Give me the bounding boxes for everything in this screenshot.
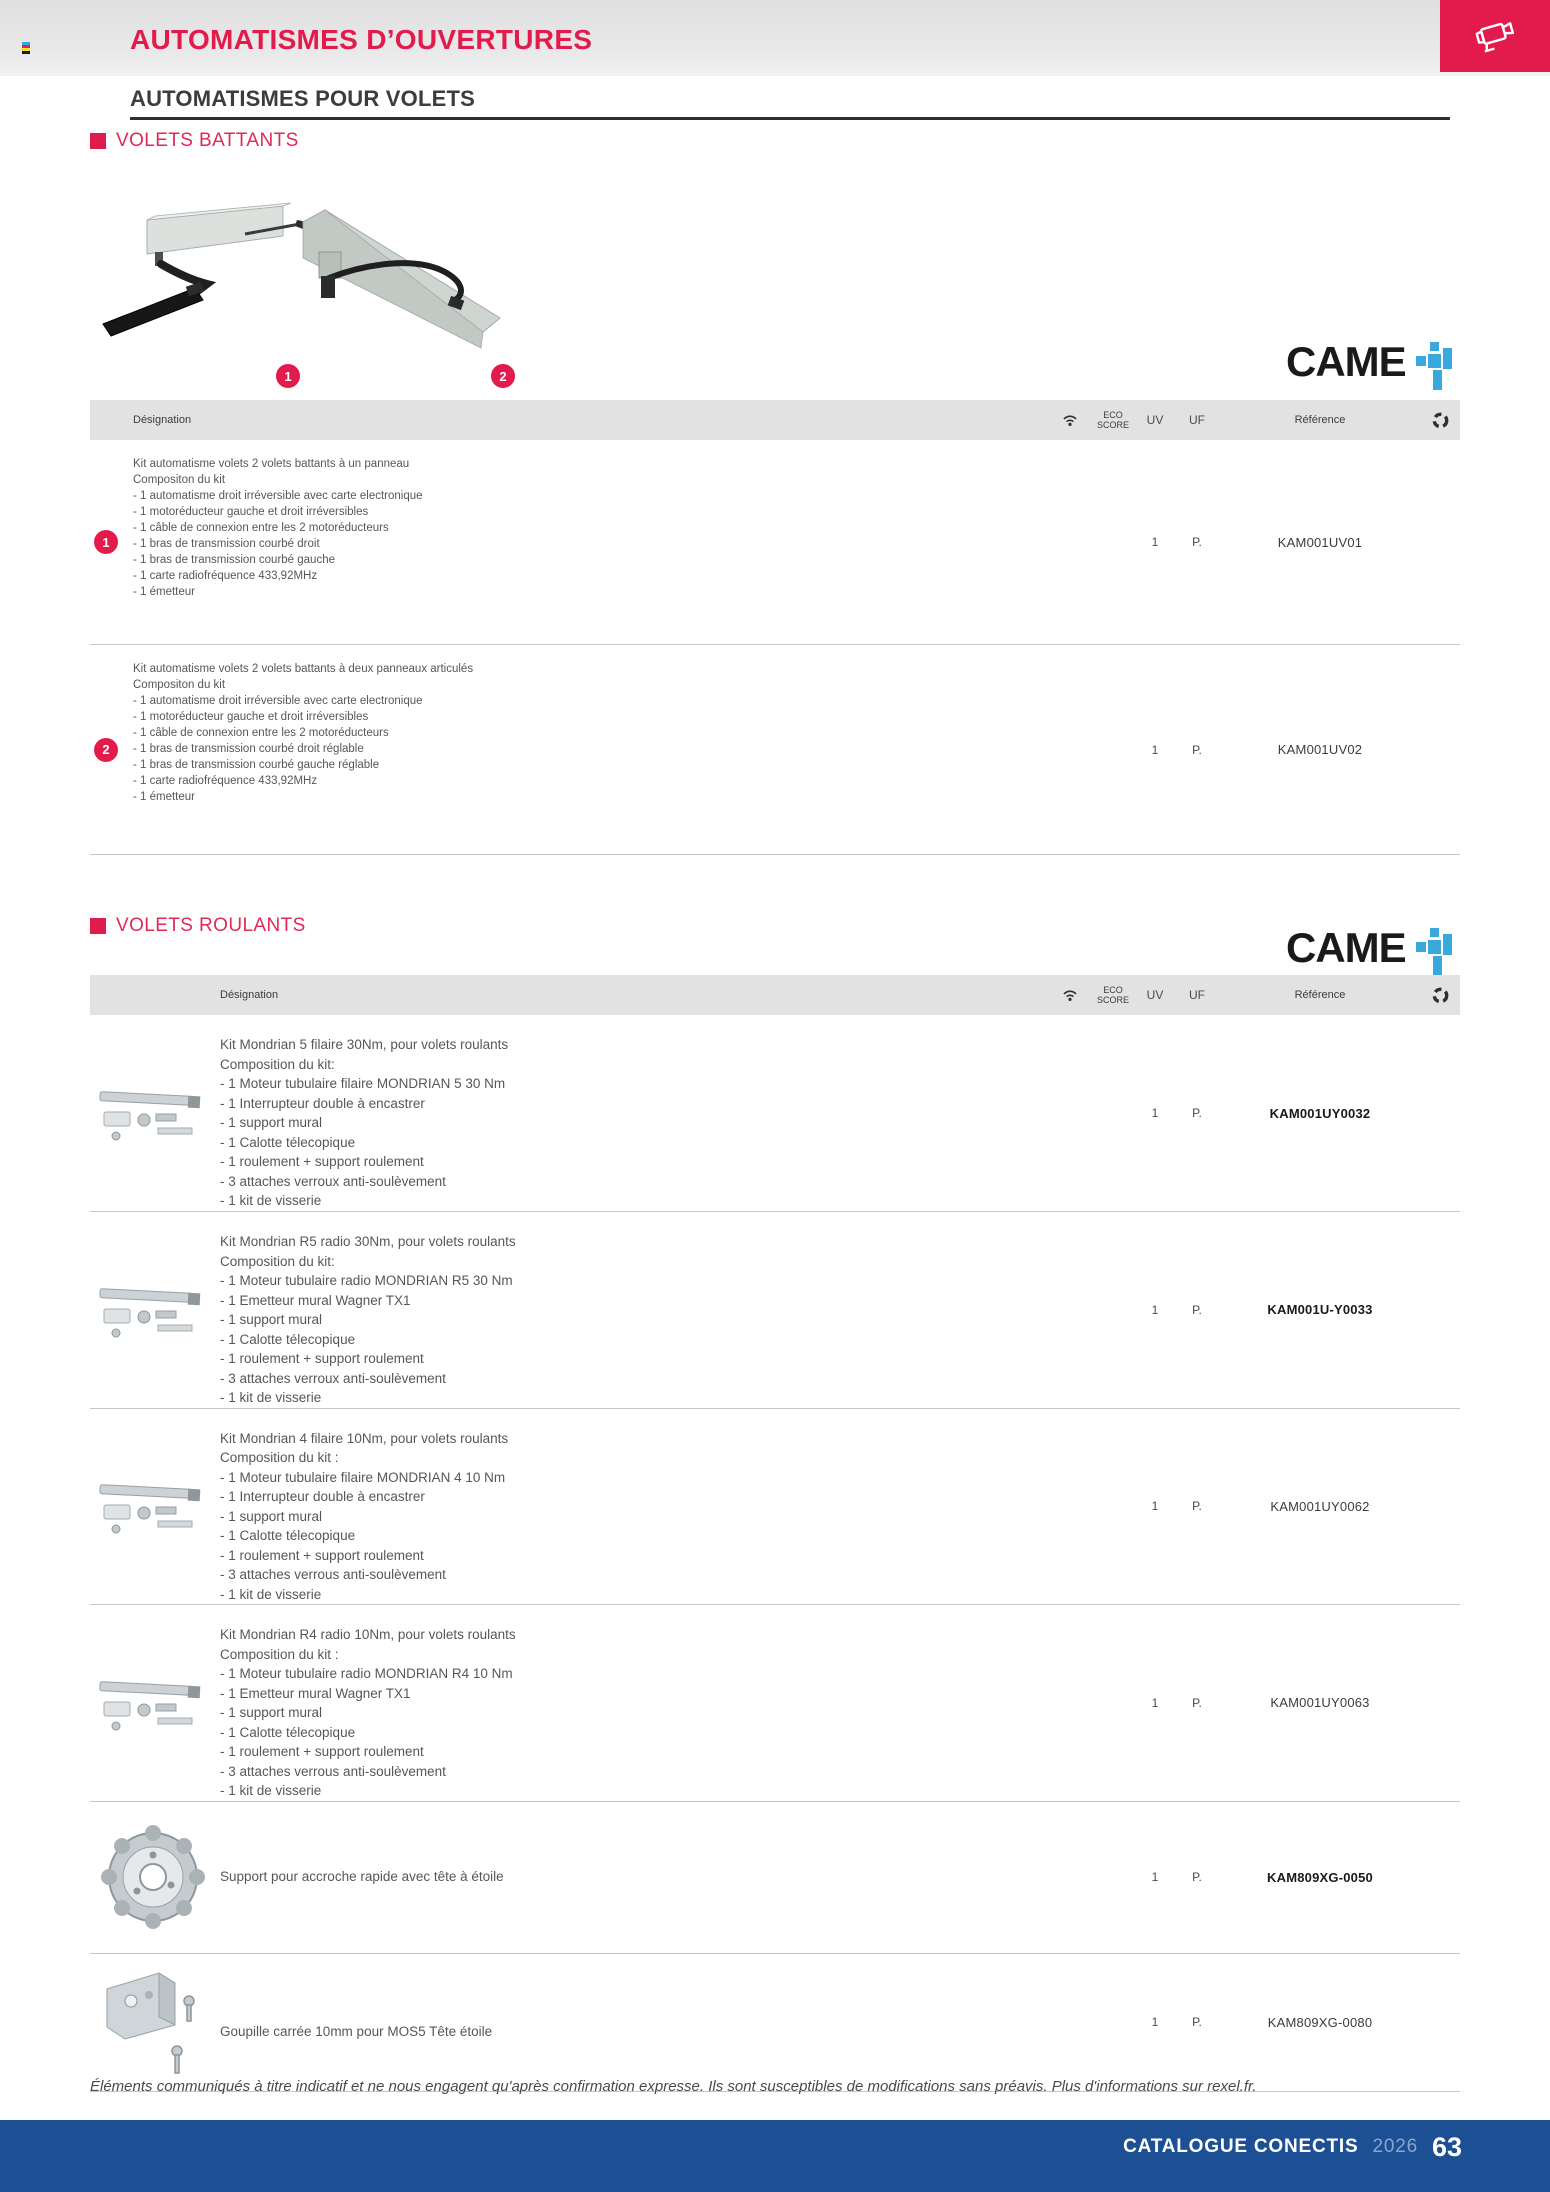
uf-value: P. [1192, 1695, 1202, 1710]
uv-value: 1 [1151, 1499, 1159, 1514]
table-row: Kit Mondrian R4 radio 10Nm, pour volets … [90, 1605, 1460, 1802]
product-reference: KAM001U-Y0033 [1267, 1302, 1373, 1318]
product-photo-tubular-motor-kit [90, 1078, 215, 1148]
product-description: Kit automatisme volets 2 volets battants… [133, 663, 474, 803]
section-heading-volets-roulants: VOLETS ROULANTS [90, 915, 306, 937]
category-corner-tab [1440, 0, 1550, 72]
image-marker-1: 1 [276, 364, 300, 388]
uf-value: P. [1192, 1870, 1202, 1884]
uv-value: 1 [1151, 742, 1159, 757]
eco-label: ECO [1103, 985, 1123, 995]
product-description: Kit Mondrian 5 filaire 30Nm, pour volets… [220, 1037, 509, 1208]
column-reference: Référence [1294, 414, 1346, 426]
product-description: Kit automatisme volets 2 volets battants… [133, 458, 423, 598]
product-reference: KAM001UY0063 [1270, 1695, 1370, 1711]
eco-label: ECO [1103, 410, 1123, 420]
table-row: Goupille carrée 10mm pour MOS5 Tête étoi… [90, 1953, 1460, 2092]
column-designation: Désignation [133, 414, 192, 426]
recycle-icon [1420, 412, 1460, 429]
section-heading-volets-battants: VOLETS BATTANTS [90, 130, 299, 152]
wifi-icon [1050, 988, 1090, 1002]
came-logo: CAME [1286, 338, 1452, 390]
row-marker: 2 [94, 737, 118, 762]
product-photo-swing-kit-2 [295, 200, 510, 360]
wifi-icon [1050, 413, 1090, 427]
print-registration-mark [22, 42, 30, 54]
uv-value: 1 [1151, 1106, 1159, 1120]
product-photo-tubular-motor-kit [90, 1668, 215, 1738]
column-uf: UF [1189, 413, 1205, 427]
subtitle-underline [130, 117, 1450, 120]
uf-value: P. [1192, 1499, 1202, 1514]
score-label: SCORE [1096, 420, 1129, 430]
product-photo-goupille [90, 1967, 215, 2077]
page-number: 63 [1431, 2132, 1462, 2162]
table-volets-roulants: Désignation ECO SCORE UV UF Référence [90, 975, 1460, 2092]
column-uf: UF [1189, 988, 1205, 1002]
came-logo: CAME [1286, 924, 1452, 976]
came-logo-text: CAME [1286, 338, 1407, 385]
table-volets-battants: Désignation ECO SCORE UV UF Référence 1 … [90, 400, 1460, 855]
table-header: Désignation ECO SCORE UV UF Référence [90, 400, 1460, 440]
table-row: Kit Mondrian R5 radio 30Nm, pour volets … [90, 1212, 1460, 1409]
product-description: Kit Mondrian R4 radio 10Nm, pour volets … [220, 1627, 516, 1798]
came-logo-mark [1415, 342, 1452, 390]
table-row: Kit Mondrian 5 filaire 30Nm, pour volets… [90, 1015, 1460, 1212]
catalog-name: CATALOGUE CONECTIS [1123, 2136, 1359, 2157]
product-reference: KAM001UV01 [1277, 534, 1363, 550]
uf-value: P. [1192, 1302, 1202, 1317]
page-subtitle: AUTOMATISMES POUR VOLETS [130, 86, 476, 111]
page-title: AUTOMATISMES D’OUVERTURES [130, 24, 593, 55]
product-description: Kit Mondrian R5 radio 30Nm, pour volets … [220, 1234, 516, 1405]
surveillance-camera-icon [1475, 22, 1515, 53]
table-row: 1 Kit automatisme volets 2 volets battan… [90, 440, 1460, 645]
uv-value: 1 [1151, 1695, 1159, 1710]
uv-value: 1 [1151, 535, 1159, 549]
score-label: SCORE [1096, 995, 1129, 1005]
table-row: 2 Kit automatisme volets 2 volets battan… [90, 645, 1460, 855]
product-description: Goupille carrée 10mm pour MOS5 Tête étoi… [220, 2024, 493, 2040]
recycle-icon [1420, 987, 1460, 1004]
red-square-bullet [90, 918, 106, 934]
uf-value: P. [1192, 1106, 1202, 1120]
product-description: Kit Mondrian 4 filaire 10Nm, pour volets… [220, 1430, 509, 1602]
image-marker-2: 2 [491, 364, 515, 388]
product-description: Support pour accroche rapide avec tête à… [220, 1869, 504, 1885]
uf-value: P. [1192, 2015, 1202, 2029]
catalog-year: 2026 [1372, 2136, 1418, 2157]
came-logo-text: CAME [1286, 924, 1407, 971]
section-heading-label: VOLETS ROULANTS [116, 915, 306, 936]
uv-value: 1 [1151, 1870, 1159, 1884]
legal-note: Éléments communiqués à titre indicatif e… [90, 2078, 1257, 2095]
uv-value: 1 [1151, 1302, 1159, 1317]
footer-band: CATALOGUE CONECTIS 2026 63 [0, 2120, 1550, 2192]
table-header: Désignation ECO SCORE UV UF Référence [90, 975, 1460, 1015]
uv-value: 1 [1151, 2015, 1159, 2029]
product-reference: KAM001UV02 [1277, 742, 1363, 757]
uf-value: P. [1192, 535, 1202, 549]
table-row: Support pour accroche rapide avec tête à… [90, 1801, 1460, 1954]
product-reference: KAM809XG-0050 [1267, 1869, 1373, 1885]
column-eco-score: ECO SCORE [1090, 410, 1136, 430]
column-uv: UV [1146, 988, 1164, 1002]
uf-value: P. [1192, 742, 1202, 757]
column-designation: Désignation [220, 989, 279, 1001]
column-eco-score: ECO SCORE [1090, 985, 1136, 1005]
product-photo-star-support [90, 1825, 215, 1929]
product-reference: KAM809XG-0080 [1267, 2014, 1373, 2030]
product-reference: KAM001UY0062 [1270, 1498, 1370, 1514]
section-heading-label: VOLETS BATTANTS [116, 130, 299, 151]
product-photo-tubular-motor-kit [90, 1471, 215, 1541]
product-photo-swing-kit-1 [95, 192, 310, 347]
column-uv: UV [1146, 413, 1164, 427]
red-square-bullet [90, 133, 106, 149]
product-reference: KAM001UY0032 [1269, 1105, 1371, 1121]
column-reference: Référence [1294, 989, 1346, 1001]
table-row: Kit Mondrian 4 filaire 10Nm, pour volets… [90, 1408, 1460, 1605]
product-photo-tubular-motor-kit [90, 1275, 215, 1345]
row-marker: 1 [94, 530, 118, 554]
came-logo-mark [1415, 928, 1452, 976]
header-band [0, 0, 1550, 76]
